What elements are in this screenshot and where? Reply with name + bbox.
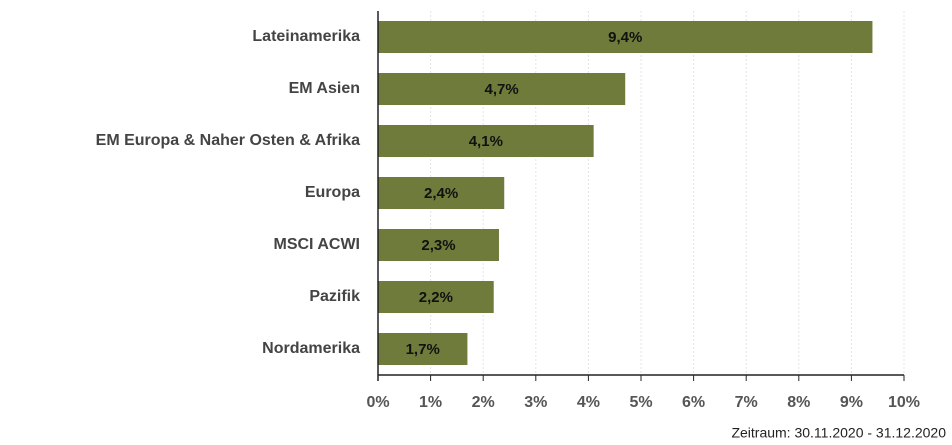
x-tick-label: 4% [577,394,600,411]
x-tick-label: 7% [735,394,758,411]
category-label: Nordamerika [262,340,360,357]
footnote: Zeitraum: 30.11.2020 - 31.12.2020 [731,425,946,441]
x-tick-label: 8% [787,394,810,411]
x-tick-label: 2% [472,394,495,411]
value-label: 4,7% [485,81,519,98]
bar [378,333,468,365]
value-label: 9,4% [608,29,642,46]
bar [378,125,594,157]
x-tick-label: 9% [840,394,863,411]
x-tick-label: 6% [682,394,705,411]
value-label: 2,4% [424,185,458,202]
value-label: 4,1% [469,133,503,150]
bar [378,73,626,105]
bar [378,281,494,313]
x-tick-label: 0% [366,394,389,411]
category-label: Pazifik [309,288,360,305]
x-tick-label: 3% [524,394,547,411]
value-label: 2,2% [419,289,453,306]
bar [378,21,873,53]
value-label: 1,7% [406,341,440,358]
bar [378,229,499,261]
bar [378,177,505,209]
category-label: EM Europa & Naher Osten & Afrika [96,132,360,149]
category-label: Lateinamerika [252,28,360,45]
x-tick-label: 10% [888,394,920,411]
x-tick-label: 1% [419,394,442,411]
category-label: Europa [305,184,360,201]
category-label: EM Asien [289,80,360,97]
x-tick-label: 5% [629,394,652,411]
category-label: MSCI ACWI [273,236,360,253]
value-label: 2,3% [421,237,455,254]
